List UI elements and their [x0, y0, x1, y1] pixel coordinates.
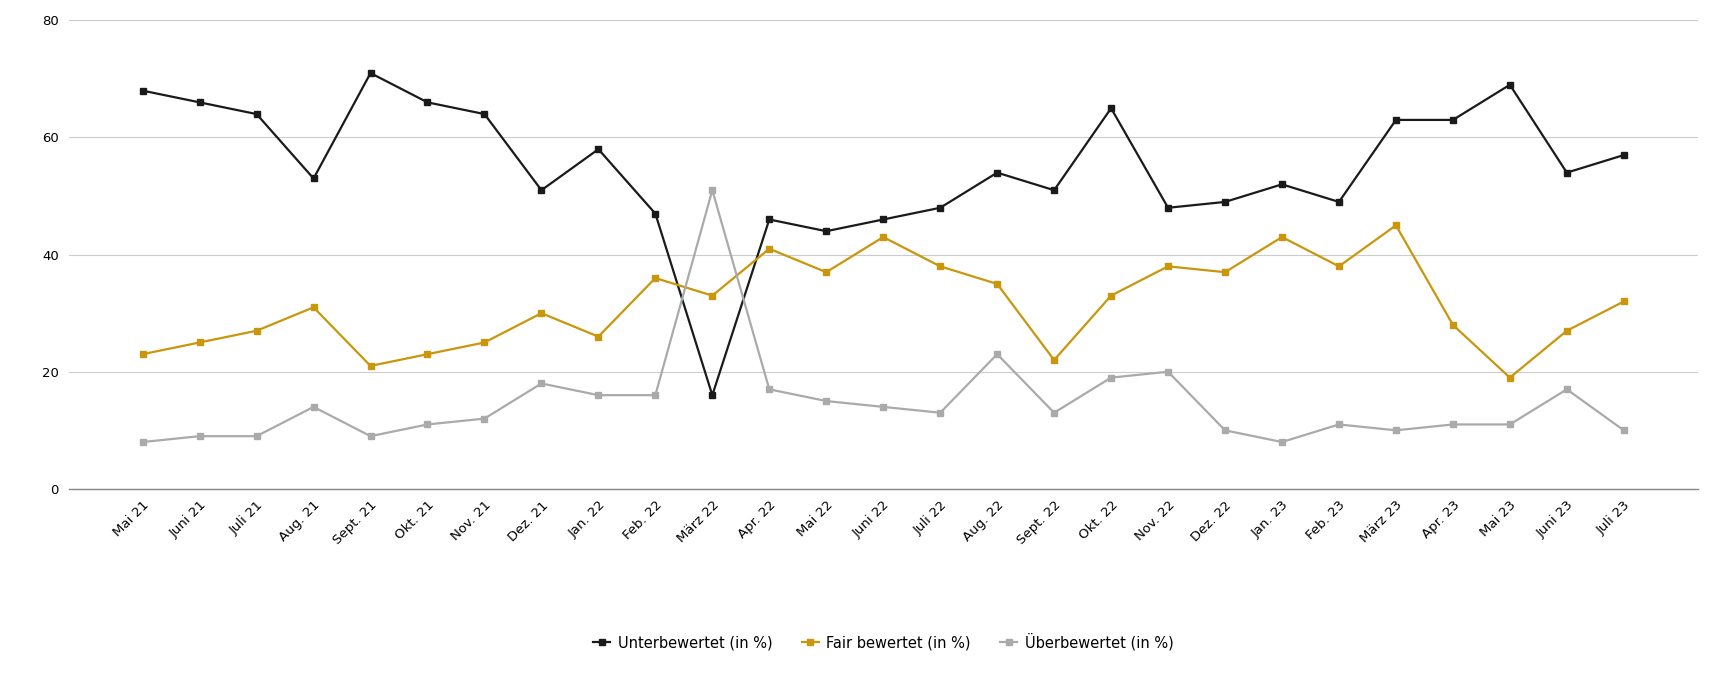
Überbewertet (in %) [360, 432, 381, 440]
Unterbewertet (in %) [759, 215, 780, 223]
Line: Fair bewertet (in %): Fair bewertet (in %) [139, 222, 1627, 381]
Fair bewertet (in %) [1044, 356, 1064, 364]
Unterbewertet (in %) [1272, 180, 1292, 188]
Fair bewertet (in %) [132, 350, 153, 359]
Unterbewertet (in %) [189, 98, 209, 107]
Überbewertet (in %) [986, 350, 1006, 359]
Unterbewertet (in %) [872, 215, 893, 223]
Überbewertet (in %) [1100, 373, 1121, 382]
Fair bewertet (in %) [1328, 262, 1349, 270]
Überbewertet (in %) [1328, 420, 1349, 428]
Fair bewertet (in %) [872, 233, 893, 241]
Überbewertet (in %) [929, 409, 950, 417]
Überbewertet (in %) [759, 385, 780, 393]
Fair bewertet (in %) [247, 327, 267, 335]
Überbewertet (in %) [1044, 409, 1064, 417]
Unterbewertet (in %) [417, 98, 437, 107]
Line: Unterbewertet (in %): Unterbewertet (in %) [139, 70, 1627, 399]
Unterbewertet (in %) [1044, 186, 1064, 194]
Unterbewertet (in %) [1498, 81, 1519, 89]
Fair bewertet (in %) [929, 262, 950, 270]
Überbewertet (in %) [588, 391, 608, 399]
Unterbewertet (in %) [588, 145, 608, 153]
Überbewertet (in %) [531, 380, 552, 388]
Fair bewertet (in %) [189, 338, 209, 346]
Unterbewertet (in %) [1214, 198, 1234, 206]
Überbewertet (in %) [247, 432, 267, 440]
Überbewertet (in %) [303, 403, 324, 411]
Fair bewertet (in %) [1214, 268, 1234, 276]
Fair bewertet (in %) [1556, 327, 1577, 335]
Fair bewertet (in %) [360, 362, 381, 370]
Unterbewertet (in %) [303, 175, 324, 183]
Fair bewertet (in %) [417, 350, 437, 359]
Unterbewertet (in %) [816, 227, 836, 236]
Fair bewertet (in %) [473, 338, 494, 346]
Überbewertet (in %) [701, 186, 722, 194]
Fair bewertet (in %) [1272, 233, 1292, 241]
Unterbewertet (in %) [701, 391, 722, 399]
Fair bewertet (in %) [701, 291, 722, 299]
Unterbewertet (in %) [1556, 168, 1577, 177]
Unterbewertet (in %) [644, 210, 665, 218]
Überbewertet (in %) [417, 420, 437, 428]
Fair bewertet (in %) [588, 333, 608, 341]
Unterbewertet (in %) [1100, 104, 1121, 112]
Überbewertet (in %) [1556, 385, 1577, 393]
Unterbewertet (in %) [360, 69, 381, 77]
Fair bewertet (in %) [1613, 297, 1633, 306]
Überbewertet (in %) [1214, 426, 1234, 435]
Fair bewertet (in %) [1157, 262, 1178, 270]
Fair bewertet (in %) [531, 309, 552, 317]
Fair bewertet (in %) [644, 274, 665, 282]
Unterbewertet (in %) [929, 204, 950, 212]
Fair bewertet (in %) [1498, 373, 1519, 382]
Überbewertet (in %) [1272, 438, 1292, 446]
Unterbewertet (in %) [1157, 204, 1178, 212]
Überbewertet (in %) [473, 414, 494, 422]
Unterbewertet (in %) [1613, 151, 1633, 159]
Unterbewertet (in %) [986, 168, 1006, 177]
Line: Überbewertet (in %): Überbewertet (in %) [139, 187, 1627, 445]
Unterbewertet (in %) [1328, 198, 1349, 206]
Überbewertet (in %) [1385, 426, 1405, 435]
Fair bewertet (in %) [1441, 321, 1462, 329]
Überbewertet (in %) [1157, 368, 1178, 376]
Legend: Unterbewertet (in %), Fair bewertet (in %), Überbewertet (in %): Unterbewertet (in %), Fair bewertet (in … [586, 627, 1179, 657]
Fair bewertet (in %) [303, 304, 324, 312]
Überbewertet (in %) [872, 403, 893, 411]
Unterbewertet (in %) [531, 186, 552, 194]
Fair bewertet (in %) [986, 280, 1006, 288]
Überbewertet (in %) [132, 438, 153, 446]
Fair bewertet (in %) [816, 268, 836, 276]
Überbewertet (in %) [1441, 420, 1462, 428]
Unterbewertet (in %) [247, 110, 267, 118]
Überbewertet (in %) [816, 397, 836, 405]
Fair bewertet (in %) [759, 244, 780, 253]
Unterbewertet (in %) [1385, 116, 1405, 124]
Unterbewertet (in %) [132, 87, 153, 95]
Überbewertet (in %) [189, 432, 209, 440]
Unterbewertet (in %) [473, 110, 494, 118]
Überbewertet (in %) [1613, 426, 1633, 435]
Fair bewertet (in %) [1385, 221, 1405, 230]
Fair bewertet (in %) [1100, 291, 1121, 299]
Überbewertet (in %) [644, 391, 665, 399]
Überbewertet (in %) [1498, 420, 1519, 428]
Unterbewertet (in %) [1441, 116, 1462, 124]
